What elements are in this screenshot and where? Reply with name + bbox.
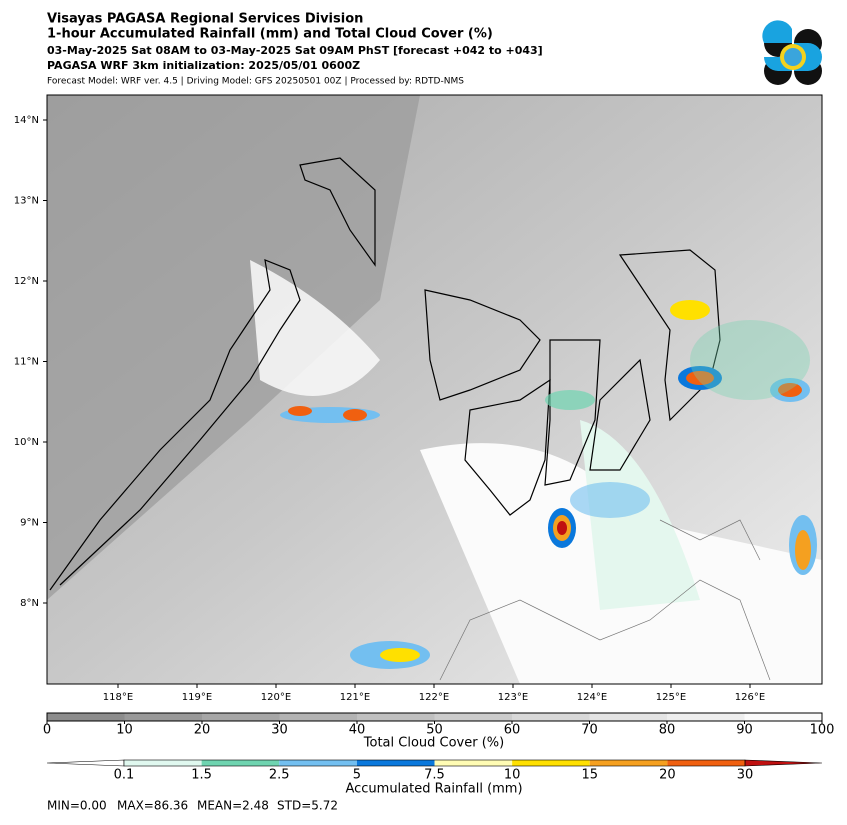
rain-color-segment xyxy=(201,760,280,766)
cloud-color-segment xyxy=(124,713,202,721)
lon-label: 119°E xyxy=(182,692,212,703)
lat-label: 10°N xyxy=(14,437,39,448)
lat-label: 11°N xyxy=(14,357,39,368)
subtitle: 1-hour Accumulated Rainfall (mm) and Tot… xyxy=(47,27,493,42)
cloud-tick-label: 30 xyxy=(271,723,288,738)
lat-label: 14°N xyxy=(14,115,39,126)
rain-color-segment xyxy=(589,760,668,766)
cloud-color-segment xyxy=(357,713,435,721)
rain-tick-label: 15 xyxy=(581,768,598,783)
cloud-tick-label: 10 xyxy=(116,723,133,738)
rain-tick-label: 20 xyxy=(659,768,676,783)
cloud-colorbar-label: Total Cloud Cover (%) xyxy=(363,736,504,751)
lon-label: 121°E xyxy=(340,692,370,703)
cloud-tick-label: 50 xyxy=(426,723,443,738)
cloud-tick-label: 100 xyxy=(810,723,835,738)
rain-colorbar: 0.1 1.5 2.5 5 7.5 10 15 20 30 xyxy=(46,759,823,783)
rain-over-triangle xyxy=(744,759,823,767)
cloud-tick-label: 40 xyxy=(349,723,366,738)
stat: MIN=0.00 xyxy=(47,799,107,813)
cloud-color-segment xyxy=(512,713,590,721)
cloud-color-segment xyxy=(202,713,280,721)
rain-tick-label: 10 xyxy=(504,768,521,783)
map xyxy=(47,95,822,684)
stats: MIN=0.00 MAX=86.36 MEAN=2.48 STD=5.72 xyxy=(47,799,338,813)
rain-color-segment xyxy=(434,760,513,766)
rain-colorbar-label: Accumulated Rainfall (mm) xyxy=(345,782,522,797)
lon-label: 122°E xyxy=(419,692,449,703)
lon-label: 125°E xyxy=(656,692,686,703)
cloud-colorbar: 0 10 20 30 40 50 60 70 80 90 100 xyxy=(43,712,835,738)
lat-label: 12°N xyxy=(14,276,39,287)
cloud-tick-label: 60 xyxy=(504,723,521,738)
cloud-color-segment xyxy=(279,713,357,721)
model-info: Forecast Model: WRF ver. 4.5 | Driving M… xyxy=(47,77,464,87)
logo xyxy=(762,20,822,85)
lon-label: 120°E xyxy=(261,692,291,703)
rain-tick-label: 0.1 xyxy=(114,768,135,783)
rain-color-segment xyxy=(667,760,745,766)
cloud-tick-label: 0 xyxy=(43,723,51,738)
lat-label: 9°N xyxy=(20,518,39,529)
lat-label: 8°N xyxy=(20,598,39,609)
cloud-color-segment xyxy=(667,713,745,721)
lon-label: 123°E xyxy=(498,692,528,703)
cloud-tick-label: 20 xyxy=(194,723,211,738)
cloud-tick-label: 80 xyxy=(659,723,676,738)
rain-cells xyxy=(280,300,817,669)
title: Visayas PAGASA Regional Services Divisio… xyxy=(47,12,363,27)
cloud-tick-label: 90 xyxy=(736,723,753,738)
stat: MAX=86.36 xyxy=(117,799,188,813)
lon-label: 118°E xyxy=(103,692,133,703)
rain-under-triangle xyxy=(46,759,125,767)
cloud-color-segment xyxy=(744,713,822,721)
cloud-color-segment xyxy=(589,713,667,721)
rain-tick-label: 1.5 xyxy=(191,768,212,783)
lon-labels: 118°E 119°E 120°E 121°E 122°E 123°E 124°E 125°E… xyxy=(103,684,765,703)
rain-tick-label: 7.5 xyxy=(424,768,445,783)
rain-tick-label: 30 xyxy=(737,768,754,783)
rain-color-segment xyxy=(279,760,357,766)
rain-tick-label: 2.5 xyxy=(269,768,290,783)
cloud-color-segment xyxy=(47,713,125,721)
cloud-color-segment xyxy=(434,713,512,721)
lat-label: 13°N xyxy=(14,196,39,207)
lat-labels: 14°N 13°N 12°N 11°N 10°N 9°N 8°N xyxy=(14,115,47,609)
stat: STD=5.72 xyxy=(277,799,338,813)
rain-color-segment xyxy=(512,760,590,766)
rain-colorbar-frame xyxy=(123,759,746,767)
stat: MEAN=2.48 xyxy=(197,799,269,813)
lon-label: 124°E xyxy=(577,692,607,703)
rain-tick-label: 5 xyxy=(353,768,361,783)
cloud-tick-label: 70 xyxy=(581,723,598,738)
valid-time: 03-May-2025 Sat 08AM to 03-May-2025 Sat … xyxy=(47,44,543,57)
lon-label: 126°E xyxy=(735,692,765,703)
rain-color-segment xyxy=(124,760,202,766)
rain-color-segment xyxy=(356,760,435,766)
initialization: PAGASA WRF 3km initialization: 2025/05/0… xyxy=(47,59,360,72)
